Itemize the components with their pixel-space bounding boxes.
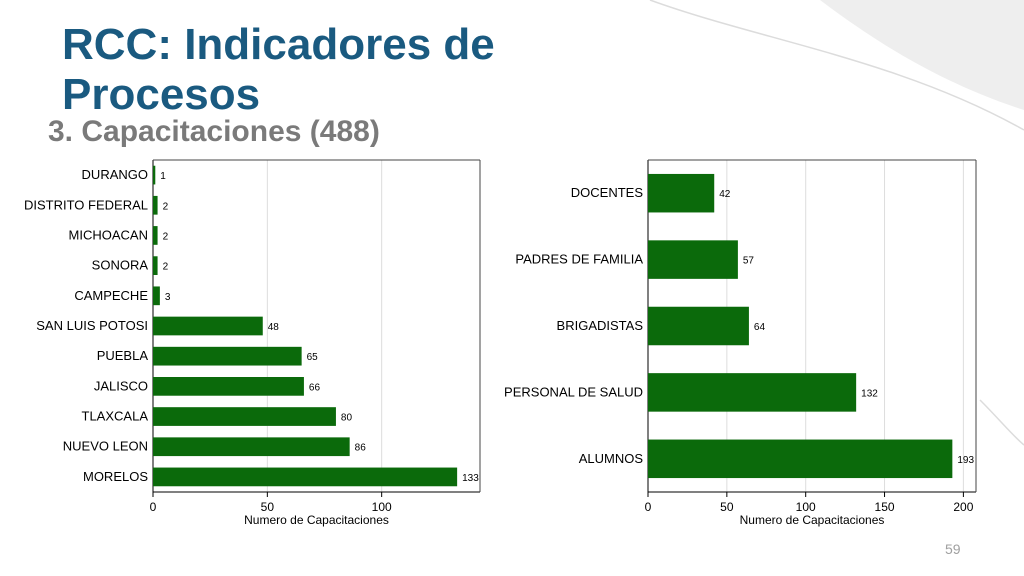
right-chart-value-label: 193 (957, 455, 974, 466)
right-chart-tick-label: 200 (953, 500, 973, 514)
left-chart-bar (153, 437, 350, 457)
left-chart-category-label: DISTRITO FEDERAL (24, 197, 148, 212)
left-chart-value-label: 65 (307, 352, 319, 363)
left-chart-category-label: CAMPECHE (74, 288, 148, 303)
right-chart-bar (648, 173, 715, 213)
left-chart-category-label: TLAXCALA (82, 409, 149, 424)
left-chart-value-label: 3 (165, 292, 171, 303)
left-chart-bar (153, 467, 458, 487)
left-chart-value-label: 80 (341, 413, 353, 424)
right-chart-category-label: ALUMNOS (579, 451, 644, 466)
left-chart-bar (153, 256, 158, 275)
right-chart-category-label: PADRES DE FAMILIA (515, 252, 643, 267)
left-chart-bar (153, 286, 160, 306)
left-chart-category-label: JALISCO (94, 378, 148, 393)
left-chart-tick-label: 100 (372, 500, 392, 514)
left-chart-value-label: 86 (355, 443, 367, 454)
left-chart-category-label: PUEBLA (97, 348, 149, 363)
left-chart-bar (153, 346, 302, 366)
right-chart-value-label: 57 (743, 256, 755, 267)
left-chart-value-label: 2 (163, 201, 169, 212)
left-chart-category-label: DURANGO (82, 167, 148, 182)
left-chart-category-label: MICHOACAN (69, 227, 148, 242)
right-chart-bar (648, 373, 857, 412)
left-chart-category-label: SONORA (92, 258, 149, 273)
left-chart-value-label: 133 (462, 473, 479, 484)
left-chart-value-label: 1 (160, 171, 166, 182)
page-number: 59 (945, 541, 961, 557)
left-chart-x-axis-label: Numero de Capacitaciones (244, 513, 389, 527)
left-chart-value-label: 2 (163, 231, 169, 242)
right-chart-category-label: BRIGADISTAS (557, 318, 644, 333)
left-chart-value-label: 66 (309, 382, 321, 393)
left-chart-bar (153, 377, 304, 396)
right-chart-tick-label: 0 (645, 500, 652, 514)
left-chart-value-label: 2 (163, 262, 169, 273)
right-chart-x-axis-label: Numero de Capacitaciones (740, 513, 885, 527)
left-chart-tick-label: 0 (150, 500, 157, 514)
left-chart-category-label: MORELOS (83, 469, 148, 484)
left-chart-tick-label: 50 (261, 500, 275, 514)
right-chart-bar (648, 306, 749, 346)
left-chart-bar (153, 407, 336, 426)
left-chart-category-label: NUEVO LEON (63, 439, 148, 454)
left-chart-bar (153, 226, 158, 245)
right-chart-tick-label: 150 (875, 500, 895, 514)
right-chart-tick-label: 50 (720, 500, 734, 514)
right-chart-category-label: PERSONAL DE SALUD (504, 384, 643, 399)
left-chart-bar (153, 165, 156, 185)
right-chart-value-label: 132 (861, 388, 878, 399)
right-chart-category-label: DOCENTES (571, 185, 644, 200)
right-chart-bar (648, 240, 738, 279)
left-chart-value-label: 48 (268, 322, 280, 333)
left-chart-bar (153, 316, 263, 336)
page-subtitle: 3. Capacitaciones (488) (48, 115, 380, 148)
right-chart-value-label: 42 (719, 189, 731, 200)
right-chart-bar (648, 439, 953, 479)
right-chart-tick-label: 100 (796, 500, 816, 514)
left-chart-category-label: SAN LUIS POTOSI (36, 318, 148, 333)
right-chart-value-label: 64 (754, 322, 766, 333)
page-title: RCC: Indicadores de Procesos (62, 20, 495, 119)
left-chart-bar (153, 195, 158, 215)
